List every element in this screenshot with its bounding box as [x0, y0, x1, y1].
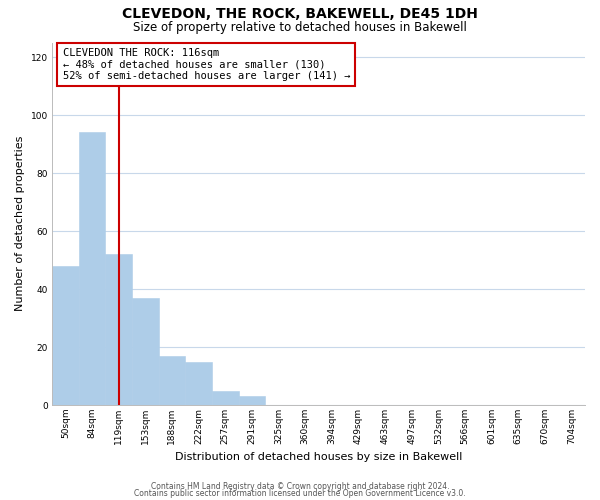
Text: Size of property relative to detached houses in Bakewell: Size of property relative to detached ho…: [133, 21, 467, 34]
Bar: [79, 132, 105, 405]
Bar: [239, 396, 265, 405]
Text: Contains public sector information licensed under the Open Government Licence v3: Contains public sector information licen…: [134, 488, 466, 498]
Bar: [185, 362, 212, 405]
Bar: [132, 298, 158, 405]
Y-axis label: Number of detached properties: Number of detached properties: [15, 136, 25, 312]
Bar: [52, 266, 79, 405]
X-axis label: Distribution of detached houses by size in Bakewell: Distribution of detached houses by size …: [175, 452, 462, 462]
Bar: [105, 254, 132, 405]
Text: CLEVEDON THE ROCK: 116sqm
← 48% of detached houses are smaller (130)
52% of semi: CLEVEDON THE ROCK: 116sqm ← 48% of detac…: [62, 48, 350, 81]
Text: Contains HM Land Registry data © Crown copyright and database right 2024.: Contains HM Land Registry data © Crown c…: [151, 482, 449, 491]
Text: CLEVEDON, THE ROCK, BAKEWELL, DE45 1DH: CLEVEDON, THE ROCK, BAKEWELL, DE45 1DH: [122, 8, 478, 22]
Bar: [158, 356, 185, 405]
Bar: [212, 390, 239, 405]
